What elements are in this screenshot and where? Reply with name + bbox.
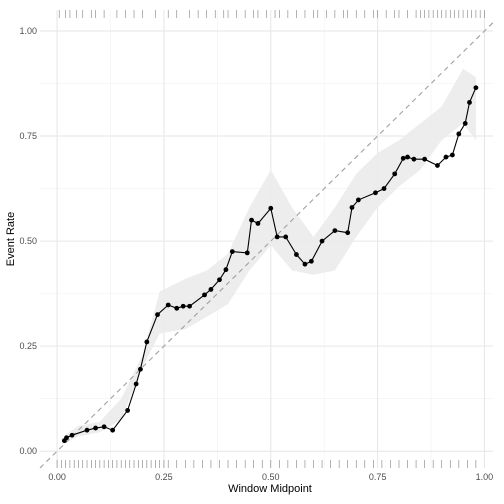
data-point-9 bbox=[138, 367, 143, 372]
data-point-4 bbox=[93, 426, 98, 431]
data-point-47 bbox=[467, 100, 472, 105]
data-point-1 bbox=[64, 435, 69, 440]
data-point-6 bbox=[110, 428, 115, 433]
data-point-21 bbox=[245, 250, 250, 255]
data-point-33 bbox=[350, 205, 355, 210]
data-point-48 bbox=[474, 85, 479, 90]
data-point-38 bbox=[401, 156, 406, 161]
x-tick-label-2: 0.50 bbox=[262, 472, 280, 482]
y-tick-label-0: 0.00 bbox=[19, 446, 37, 456]
data-point-27 bbox=[294, 252, 299, 257]
y-tick-label-2: 0.50 bbox=[19, 236, 37, 246]
data-point-5 bbox=[102, 424, 107, 429]
y-tick-label-3: 0.75 bbox=[19, 131, 37, 141]
data-point-29 bbox=[309, 259, 314, 264]
data-point-40 bbox=[412, 157, 417, 162]
x-tick-label-1: 0.25 bbox=[155, 472, 173, 482]
data-point-7 bbox=[125, 408, 130, 413]
y-axis-ticks: 0.00 0.25 0.50 0.75 1.00 bbox=[19, 26, 37, 456]
data-point-12 bbox=[166, 303, 171, 308]
data-point-20 bbox=[230, 249, 235, 254]
x-tick-label-4: 1.00 bbox=[476, 472, 494, 482]
data-point-28 bbox=[303, 262, 308, 267]
data-point-22 bbox=[249, 218, 254, 223]
data-point-16 bbox=[202, 292, 207, 297]
data-point-26 bbox=[283, 234, 288, 239]
data-point-46 bbox=[463, 121, 468, 126]
data-point-45 bbox=[456, 132, 461, 137]
data-point-24 bbox=[268, 206, 273, 211]
x-tick-label-0: 0.00 bbox=[48, 472, 66, 482]
data-point-3 bbox=[85, 428, 90, 433]
data-point-17 bbox=[209, 287, 214, 292]
data-point-8 bbox=[134, 382, 139, 387]
x-tick-label-3: 0.75 bbox=[369, 472, 387, 482]
data-point-14 bbox=[181, 304, 186, 309]
y-tick-label-1: 0.25 bbox=[19, 341, 37, 351]
data-point-19 bbox=[224, 267, 229, 272]
data-point-41 bbox=[422, 157, 427, 162]
data-point-42 bbox=[435, 163, 440, 168]
data-point-30 bbox=[320, 239, 325, 244]
data-point-11 bbox=[155, 312, 160, 317]
data-point-18 bbox=[217, 277, 222, 282]
x-axis-ticks: 0.00 0.25 0.50 0.75 1.00 bbox=[48, 472, 493, 482]
data-point-2 bbox=[70, 433, 75, 438]
data-point-37 bbox=[392, 171, 397, 176]
data-point-35 bbox=[373, 190, 378, 195]
x-axis-title: Window Midpoint bbox=[228, 483, 312, 495]
data-point-44 bbox=[450, 153, 455, 158]
data-point-43 bbox=[444, 155, 449, 160]
data-point-13 bbox=[174, 306, 179, 311]
data-point-36 bbox=[382, 186, 387, 191]
data-point-32 bbox=[345, 230, 350, 235]
data-point-31 bbox=[332, 228, 337, 233]
data-point-34 bbox=[356, 198, 361, 203]
data-point-10 bbox=[144, 340, 149, 345]
data-point-15 bbox=[187, 304, 192, 309]
data-point-23 bbox=[256, 221, 261, 226]
data-point-39 bbox=[405, 155, 410, 160]
data-point-25 bbox=[275, 234, 280, 239]
y-axis-title: Event Rate bbox=[5, 212, 17, 266]
y-tick-label-4: 1.00 bbox=[19, 26, 37, 36]
